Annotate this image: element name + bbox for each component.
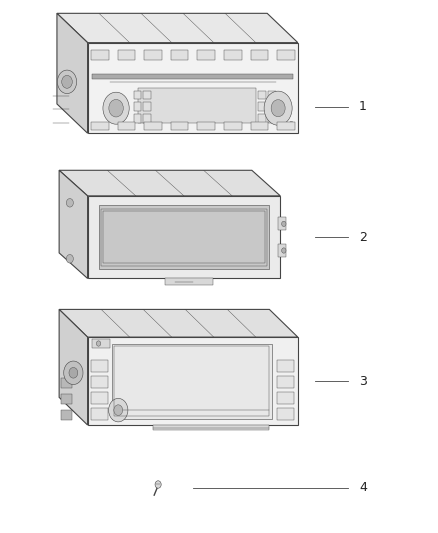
- Bar: [61, 378, 72, 387]
- Bar: [268, 102, 276, 111]
- Bar: [112, 344, 272, 419]
- Polygon shape: [57, 13, 88, 133]
- Bar: [143, 102, 151, 111]
- Circle shape: [66, 254, 73, 263]
- Bar: [277, 376, 294, 388]
- Bar: [91, 392, 108, 404]
- Bar: [277, 408, 294, 420]
- Bar: [101, 208, 267, 265]
- Circle shape: [288, 122, 294, 129]
- Polygon shape: [57, 13, 298, 43]
- Bar: [92, 74, 293, 79]
- Circle shape: [96, 341, 101, 346]
- Bar: [165, 278, 213, 285]
- Bar: [143, 91, 151, 99]
- Bar: [277, 50, 295, 60]
- Bar: [91, 408, 108, 420]
- Bar: [278, 217, 286, 230]
- Bar: [114, 346, 269, 416]
- Bar: [118, 50, 135, 60]
- Bar: [88, 43, 298, 133]
- Bar: [258, 114, 266, 123]
- Bar: [258, 91, 266, 99]
- Circle shape: [64, 361, 83, 384]
- Bar: [61, 394, 72, 403]
- Bar: [277, 122, 295, 130]
- Bar: [144, 122, 162, 130]
- Circle shape: [264, 91, 292, 125]
- Circle shape: [109, 99, 124, 117]
- Bar: [91, 50, 109, 60]
- Circle shape: [155, 481, 161, 488]
- Bar: [171, 50, 188, 60]
- Text: 2: 2: [359, 231, 367, 244]
- Bar: [277, 392, 294, 404]
- Polygon shape: [59, 309, 88, 425]
- Bar: [224, 122, 242, 130]
- Bar: [91, 360, 108, 372]
- Polygon shape: [59, 309, 298, 337]
- Bar: [153, 425, 269, 431]
- Bar: [143, 114, 151, 123]
- Circle shape: [109, 399, 128, 422]
- Bar: [278, 244, 286, 257]
- Text: 4: 4: [359, 481, 367, 494]
- Bar: [134, 102, 141, 111]
- Text: 1: 1: [359, 100, 367, 113]
- Bar: [224, 50, 242, 60]
- Bar: [61, 410, 72, 419]
- Bar: [88, 196, 280, 278]
- Bar: [268, 114, 276, 123]
- Bar: [88, 337, 298, 425]
- Bar: [92, 339, 110, 348]
- Text: 3: 3: [359, 375, 367, 387]
- Bar: [134, 114, 141, 123]
- Bar: [91, 376, 108, 388]
- Bar: [198, 50, 215, 60]
- Bar: [171, 122, 188, 130]
- Bar: [258, 102, 266, 111]
- Circle shape: [271, 100, 285, 117]
- Bar: [277, 360, 294, 372]
- Bar: [144, 50, 162, 60]
- Bar: [118, 122, 135, 130]
- Circle shape: [282, 221, 286, 227]
- Polygon shape: [59, 170, 88, 278]
- Circle shape: [57, 70, 77, 94]
- Bar: [134, 91, 141, 99]
- Bar: [99, 205, 269, 269]
- Circle shape: [114, 405, 123, 416]
- Circle shape: [103, 92, 129, 124]
- Circle shape: [66, 198, 73, 207]
- Bar: [268, 91, 276, 99]
- Bar: [251, 122, 268, 130]
- Bar: [91, 122, 109, 130]
- Circle shape: [282, 248, 286, 253]
- Bar: [138, 88, 256, 123]
- Bar: [251, 50, 268, 60]
- Polygon shape: [59, 170, 280, 196]
- Bar: [198, 122, 215, 130]
- Circle shape: [62, 75, 72, 88]
- Bar: [103, 211, 265, 263]
- Circle shape: [69, 367, 78, 378]
